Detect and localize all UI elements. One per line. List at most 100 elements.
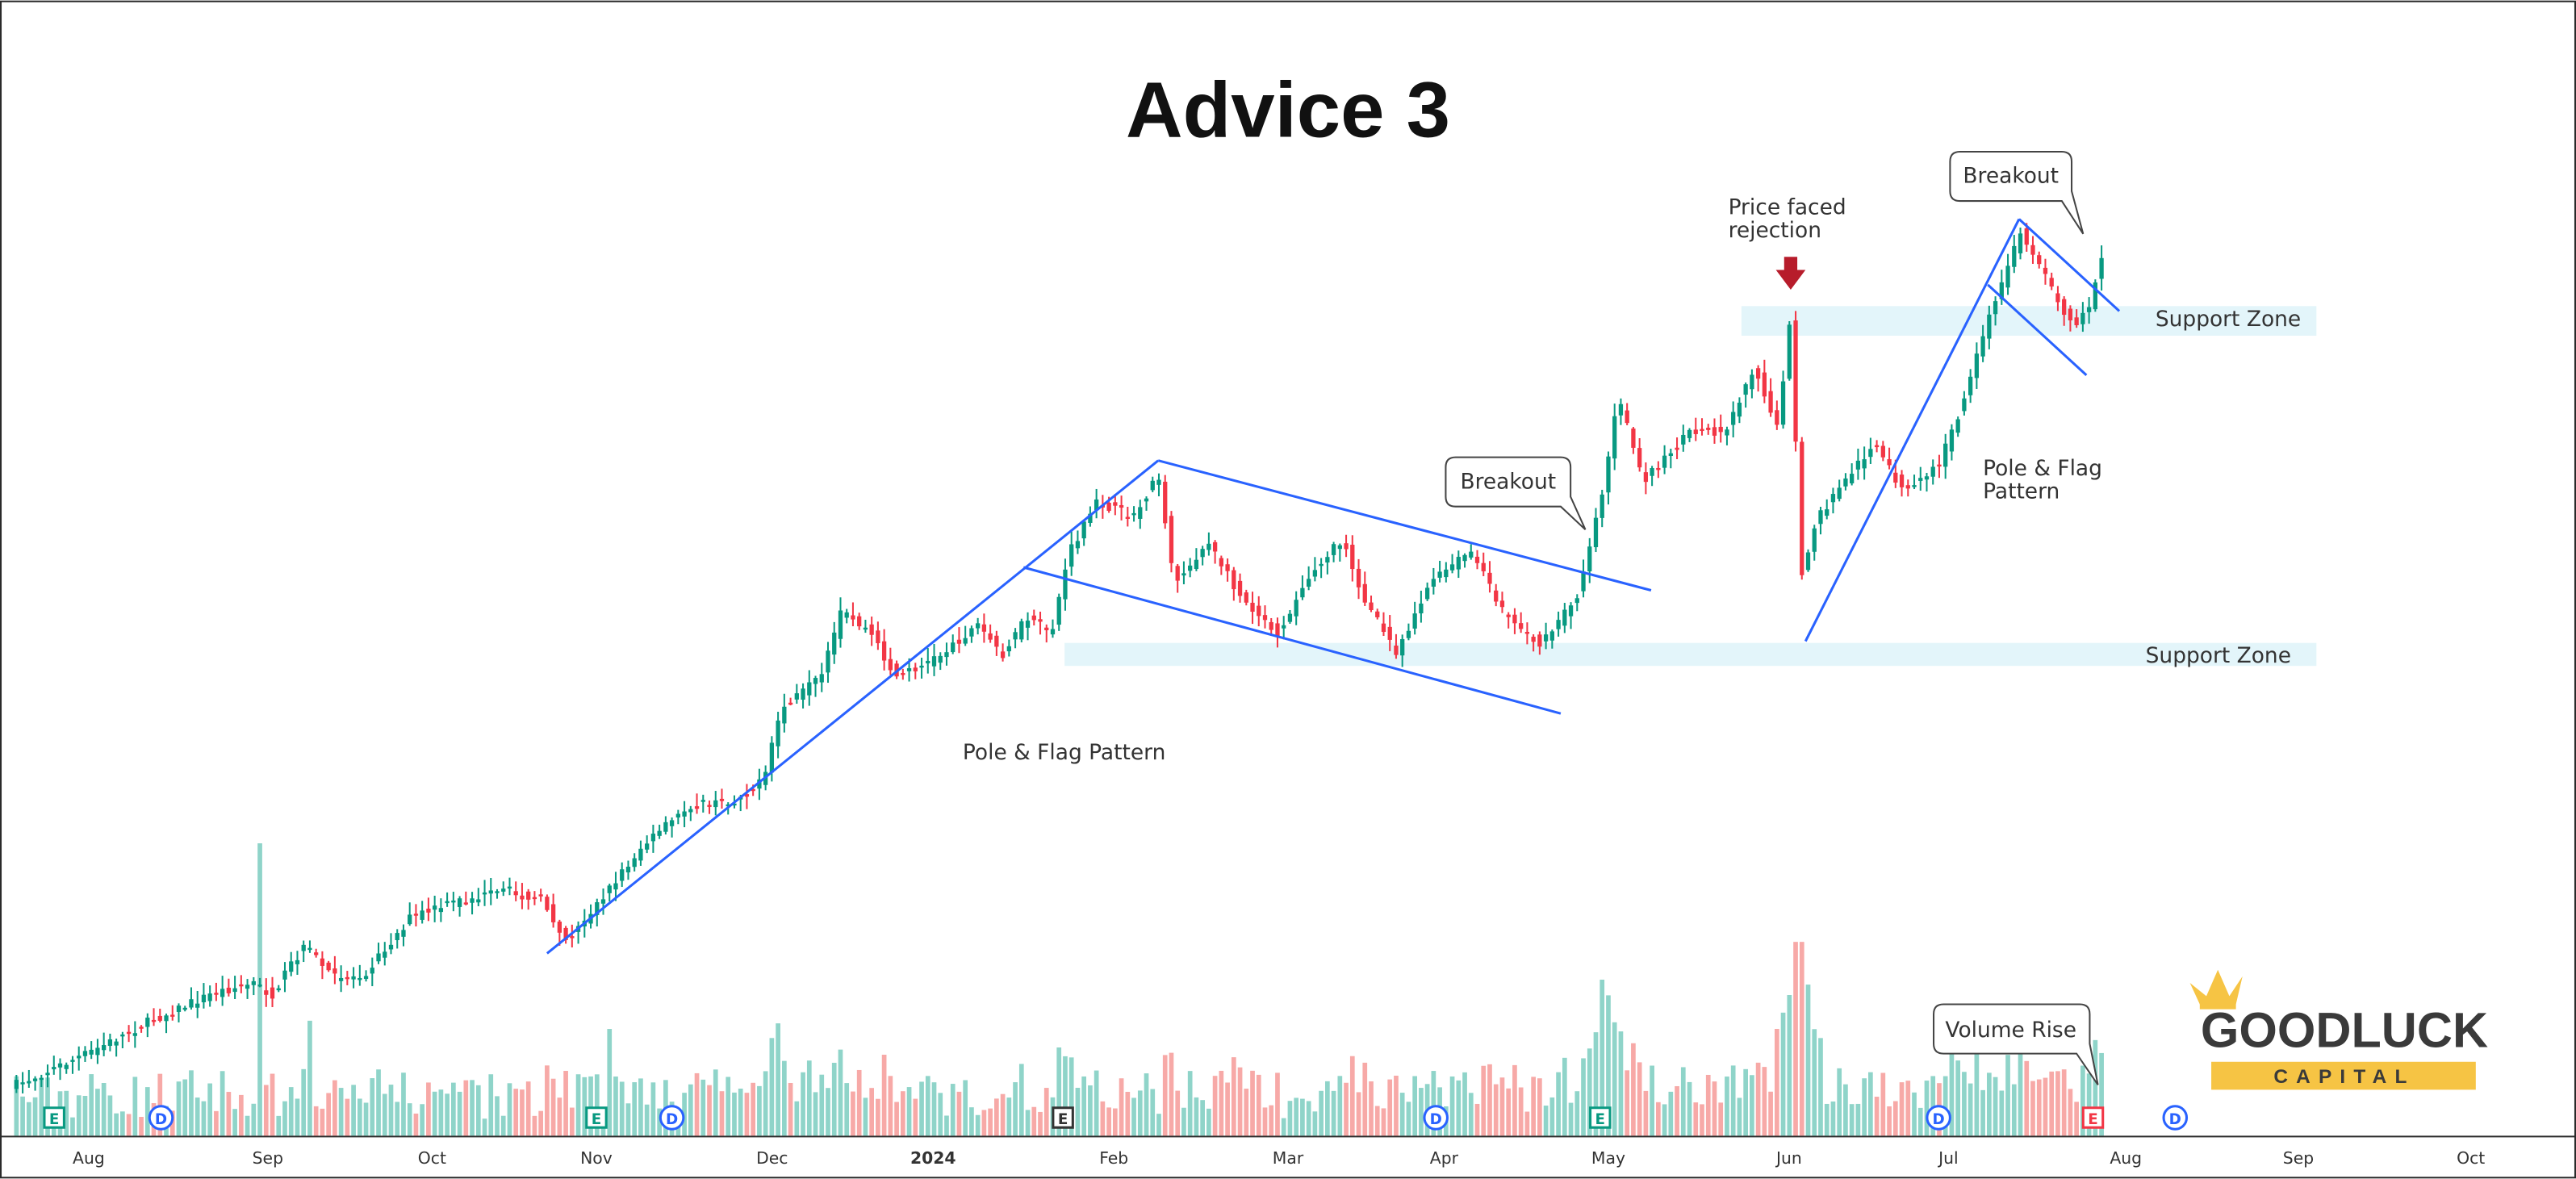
volume-bar — [1081, 1076, 1087, 1136]
breakout-callout-2: Breakout — [1949, 150, 2085, 235]
dividend-marker-icon[interactable]: D — [1423, 1105, 1449, 1131]
volume-bar — [931, 1082, 937, 1136]
candle — [251, 976, 256, 996]
candle — [532, 891, 537, 905]
volume-bar — [1499, 1077, 1505, 1136]
volume-bar — [694, 1072, 700, 1136]
candle — [1625, 403, 1629, 426]
candle — [1612, 403, 1617, 470]
volume-bar — [1631, 1043, 1636, 1136]
candle — [2074, 309, 2079, 328]
volume-bar — [2068, 1089, 2073, 1136]
candle — [1125, 507, 1130, 527]
earnings-marker-icon[interactable]: E — [43, 1106, 65, 1129]
support-zone-lower — [1064, 642, 2317, 667]
volume-bar — [2099, 1052, 2104, 1136]
support-zone-label-2: Support Zone — [2156, 307, 2301, 332]
brand-name: GOODLUCK — [2201, 1002, 2488, 1057]
volume-bar — [700, 1079, 706, 1136]
candle — [744, 784, 750, 809]
volume-bar — [388, 1085, 394, 1136]
candle — [1568, 602, 1574, 629]
volume-bar — [1705, 1074, 1711, 1136]
dividend-marker-icon[interactable]: D — [2162, 1105, 2189, 1131]
candle — [1257, 596, 1261, 627]
volume-bar — [1656, 1102, 1661, 1136]
candle — [32, 1076, 38, 1091]
volume-bar — [769, 1038, 775, 1136]
volume-bar — [2030, 1081, 2035, 1136]
candle — [151, 1008, 157, 1026]
earnings-marker-icon[interactable]: E — [1589, 1106, 1612, 1129]
volume-bar — [1013, 1082, 1018, 1136]
volume-bar — [1362, 1062, 1368, 1136]
volume-bar — [1038, 1111, 1043, 1136]
volume-bar — [1737, 1097, 1742, 1136]
candle — [2030, 236, 2035, 264]
candle — [1731, 401, 1736, 438]
candle — [45, 1064, 50, 1088]
candle — [1930, 459, 1935, 485]
volume-bar — [726, 1077, 731, 1136]
volume-bar — [1606, 995, 1611, 1136]
candle — [1681, 424, 1686, 452]
flag-lower-line-1 — [1022, 566, 1562, 715]
volume-bar — [295, 1098, 300, 1136]
dividend-marker-icon[interactable]: D — [659, 1105, 685, 1131]
volume-bar — [1056, 1047, 1062, 1136]
volume-bar — [1256, 1074, 1261, 1136]
volume-bar — [500, 1115, 506, 1136]
volume-bar — [831, 1062, 837, 1136]
dividend-marker-icon[interactable]: D — [148, 1105, 174, 1131]
candle — [520, 883, 525, 909]
volume-bar — [744, 1093, 750, 1136]
candle — [1419, 590, 1424, 623]
volume-bar — [919, 1081, 924, 1136]
volume-bar — [1137, 1090, 1143, 1136]
volume-bar — [582, 1077, 588, 1136]
volume-bar — [688, 1084, 693, 1136]
volume-bar — [1725, 1077, 1729, 1136]
svg-text:E: E — [2088, 1111, 2098, 1128]
volume-bar — [1942, 1076, 1948, 1136]
candle — [851, 602, 855, 627]
volume-bar — [1662, 1104, 1667, 1136]
candle — [1955, 416, 1960, 437]
volume-bar — [338, 1088, 344, 1136]
candle — [482, 880, 487, 906]
candle — [332, 955, 337, 985]
earnings-marker-icon[interactable]: E — [1052, 1106, 1074, 1129]
candle — [1237, 573, 1243, 603]
dividend-marker-icon[interactable]: D — [1926, 1105, 1951, 1131]
earnings-marker-icon[interactable]: E — [2081, 1106, 2105, 1129]
volume-bar — [1031, 1106, 1037, 1136]
volume-bar — [288, 1087, 294, 1136]
volume-bar — [1880, 1072, 1886, 1136]
candle — [913, 663, 918, 679]
volume-bar — [1387, 1079, 1393, 1136]
volume-bar — [2055, 1071, 2060, 1136]
volume-bar — [420, 1104, 425, 1136]
volume-bar — [950, 1084, 956, 1136]
candle — [682, 801, 687, 828]
candle — [376, 943, 381, 964]
volume-bar — [1637, 1062, 1642, 1136]
candle — [1406, 623, 1411, 641]
volume-bar — [1200, 1100, 1205, 1136]
candle — [1700, 418, 1704, 436]
volume-bar — [363, 1102, 369, 1136]
candle — [620, 862, 625, 888]
candle — [663, 816, 668, 835]
candle — [1643, 462, 1649, 495]
earnings-marker-icon[interactable]: E — [585, 1106, 608, 1129]
volume-bar — [1874, 1097, 1880, 1136]
candle — [1850, 463, 1855, 486]
volume-bar — [1799, 942, 1804, 1136]
candle — [1631, 427, 1636, 454]
volume-bar — [1269, 1105, 1274, 1136]
volume-bar — [2080, 1065, 2085, 1136]
volume-bar — [463, 1080, 469, 1136]
volume-bar — [1399, 1093, 1405, 1136]
volume-bar — [625, 1103, 631, 1136]
candle — [1949, 424, 1955, 461]
